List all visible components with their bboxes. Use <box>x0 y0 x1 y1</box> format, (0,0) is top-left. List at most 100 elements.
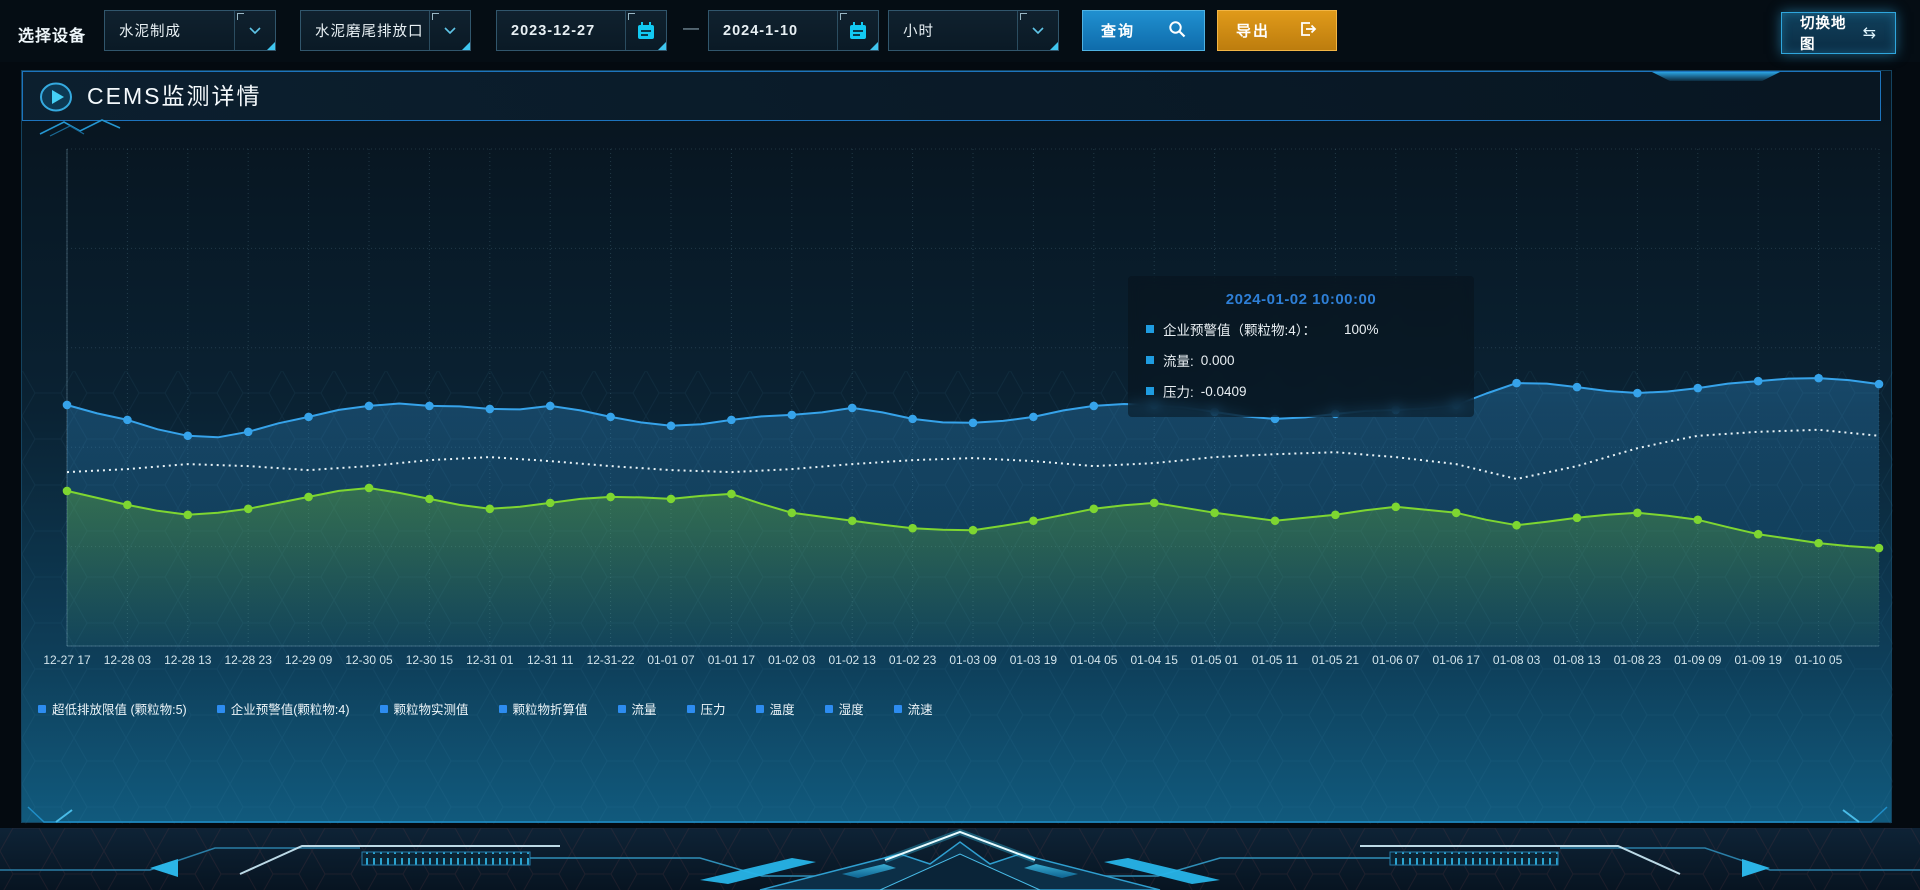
legend-item-label: 流量 <box>631 703 657 717</box>
series-point <box>908 523 917 533</box>
legend-item-0[interactable]: 超低排放限值 (颗粒物:5) <box>38 699 187 718</box>
x-axis-label: 01-02 03 <box>768 653 816 667</box>
legend-item-label: 超低排放限值 (颗粒物:5) <box>52 703 187 717</box>
series-point <box>968 418 978 428</box>
series-point <box>1089 504 1099 514</box>
series-point <box>364 401 374 411</box>
series-point <box>847 403 857 413</box>
search-icon <box>1168 20 1186 42</box>
legend-item-5[interactable]: 压力 <box>686 699 726 718</box>
legend-item-1[interactable]: 企业预警值(颗粒物:4) <box>216 699 350 718</box>
process-select[interactable]: 水泥制成 <box>104 10 276 51</box>
chart-tooltip: 2024-01-02 10:00:00 企业预警值（颗粒物:4）： 100% 流… <box>1128 276 1474 417</box>
series-point <box>787 508 797 518</box>
x-axis-label: 01-04 15 <box>1130 653 1178 667</box>
chevron-down-icon <box>1017 11 1058 50</box>
series-point <box>1270 516 1280 526</box>
legend-marker-icon <box>216 704 225 713</box>
legend-item-2[interactable]: 颗粒物实测值 <box>379 699 469 718</box>
legend-item-8[interactable]: 流速 <box>893 699 933 718</box>
tooltip-row-label: 企业预警值（颗粒物:4）： <box>1163 323 1317 338</box>
titlebar-zigzag-decoration <box>39 119 121 137</box>
x-axis-label: 01-09 09 <box>1674 653 1722 667</box>
series-point <box>545 401 555 411</box>
query-button-label: 查询 <box>1101 23 1136 40</box>
series-point <box>1210 508 1219 518</box>
legend-marker-icon <box>893 704 902 713</box>
series-point <box>1391 502 1401 512</box>
switch-map-label: 切换地图 <box>1800 16 1847 53</box>
series-point <box>1029 412 1038 422</box>
x-axis-label: 01-05 21 <box>1311 653 1360 667</box>
tooltip-row-value: 100% <box>1344 321 1379 337</box>
series-point <box>123 415 132 425</box>
interval-select[interactable]: 小时 <box>888 10 1059 51</box>
series-marker-icon <box>1146 325 1154 333</box>
legend-marker-icon <box>617 704 626 713</box>
series-point <box>1451 508 1461 518</box>
query-button[interactable]: 查询 <box>1082 10 1205 51</box>
series-line-1 <box>66 428 1880 480</box>
legend-item-3[interactable]: 颗粒物折算值 <box>498 699 588 718</box>
start-date-field[interactable]: 2023-12-27 <box>496 10 667 51</box>
x-axis-label: 12-27 17 <box>43 653 91 667</box>
series-point <box>545 498 555 508</box>
series-point <box>1149 498 1159 508</box>
legend-item-4[interactable]: 流量 <box>617 699 657 718</box>
x-axis-label: 01-02 13 <box>828 653 876 667</box>
x-axis-label: 12-30 15 <box>405 653 454 667</box>
top-toolbar: 选择设备 水泥制成 水泥磨尾排放口 2023-12-27 — 2024-1-10… <box>0 0 1920 62</box>
series-point <box>1874 379 1884 389</box>
swap-arrows-icon: ⇆ <box>1862 25 1877 42</box>
tooltip-row: 压力: -0.0409 <box>1146 381 1456 401</box>
calendar-icon <box>837 11 878 50</box>
x-axis-label: 01-08 03 <box>1492 653 1541 667</box>
cems-detail-panel: CEMS监测详情 12-27 17 12-28 03 12-28 13 12-28 2… <box>21 70 1893 824</box>
series-point <box>304 412 313 422</box>
panel-title: CEMS监测详情 <box>87 83 262 109</box>
end-date-field[interactable]: 2024-1-10 <box>708 10 879 51</box>
export-arrow-icon <box>1298 20 1318 42</box>
legend-item-label: 湿度 <box>838 703 864 717</box>
x-axis-label: 01-04 05 <box>1070 653 1118 667</box>
series-point <box>243 427 253 437</box>
series-point <box>62 400 72 410</box>
export-button[interactable]: 导出 <box>1217 10 1337 51</box>
x-axis-label: 01-01 07 <box>647 653 695 667</box>
series-point <box>425 494 434 504</box>
series-point <box>1512 378 1521 388</box>
outlet-select[interactable]: 水泥磨尾排放口 <box>300 10 471 51</box>
legend-item-label: 企业预警值(颗粒物:4) <box>230 703 350 717</box>
outlet-select-value: 水泥磨尾排放口 <box>315 24 424 40</box>
series-point <box>1029 516 1038 526</box>
legend-item-7[interactable]: 湿度 <box>824 699 864 718</box>
series-point <box>243 504 253 514</box>
series-point <box>123 500 132 510</box>
x-axis-label: 01-05 11 <box>1251 653 1299 667</box>
legend-marker-icon <box>379 704 388 713</box>
titlebar-notch-decoration <box>1652 72 1780 81</box>
x-axis-label: 01-03 09 <box>949 653 997 667</box>
x-axis-label: 12-28 13 <box>164 653 212 667</box>
legend-marker-icon <box>38 704 46 713</box>
series-point <box>787 410 797 420</box>
chart-plot-area[interactable] <box>22 71 1893 824</box>
tooltip-row-value: 0.000 <box>1200 352 1235 368</box>
legend-marker-icon <box>824 704 833 713</box>
legend-marker-icon <box>755 704 764 713</box>
end-date-value: 2024-1-10 <box>723 22 799 39</box>
series-marker-icon <box>1146 387 1154 395</box>
series-marker-icon <box>1146 356 1154 364</box>
switch-map-button[interactable]: 切换地图 ⇆ <box>1781 12 1896 54</box>
series-point <box>1572 513 1582 523</box>
legend-item-label: 流速 <box>907 703 933 717</box>
chart-series <box>62 373 1884 646</box>
footer-tech-decoration <box>0 828 1920 890</box>
series-point <box>1633 508 1642 518</box>
panel-title-bar: CEMS监测详情 <box>22 71 1881 121</box>
x-axis-label: 12-31 11 <box>526 653 574 667</box>
series-point <box>485 404 495 414</box>
legend-item-6[interactable]: 温度 <box>755 699 795 718</box>
series-point <box>1089 401 1099 411</box>
series-point <box>183 431 193 441</box>
